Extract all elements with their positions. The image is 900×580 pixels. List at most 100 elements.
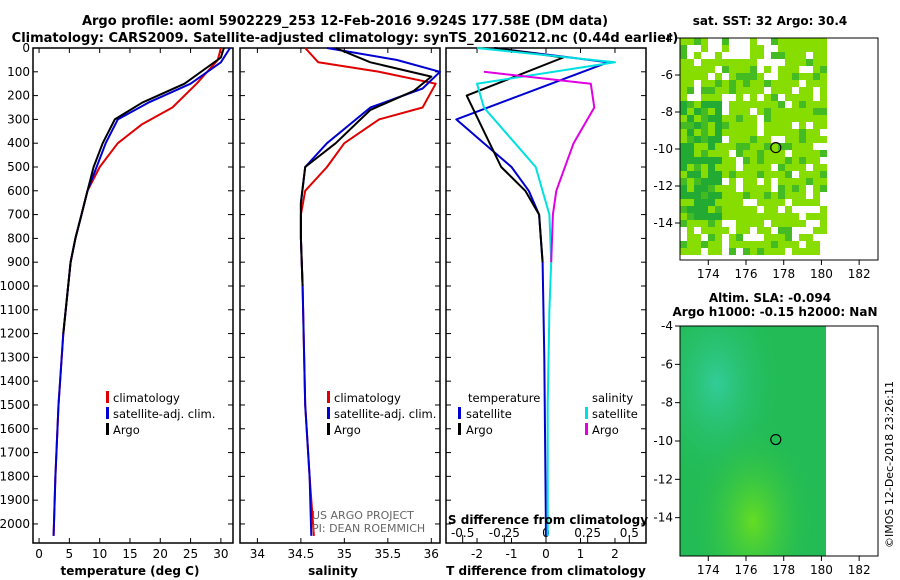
sst-cell bbox=[680, 220, 687, 227]
sst-cell bbox=[694, 164, 701, 171]
sst-cell bbox=[757, 136, 764, 143]
sst-cell bbox=[687, 199, 694, 206]
sst-cell bbox=[806, 94, 813, 101]
sst-cell bbox=[694, 248, 701, 255]
sst-cell bbox=[687, 136, 694, 143]
sst-cell bbox=[694, 192, 701, 199]
sst-cell bbox=[750, 52, 757, 59]
sst-cell bbox=[771, 234, 778, 241]
lat-tick-label: -4 bbox=[661, 319, 673, 333]
sst-cell bbox=[764, 157, 771, 164]
sst-cell bbox=[778, 234, 785, 241]
sst-cell bbox=[792, 108, 799, 115]
sst-cell bbox=[715, 157, 722, 164]
sst-cell bbox=[729, 213, 736, 220]
sst-cell bbox=[715, 199, 722, 206]
credit-line2: PI: DEAN ROEMMICH bbox=[312, 522, 425, 535]
sst-cell bbox=[736, 108, 743, 115]
sst-cell bbox=[743, 136, 750, 143]
sst-cell bbox=[743, 129, 750, 136]
sst-cell bbox=[715, 192, 722, 199]
sst-cell bbox=[680, 199, 687, 206]
sst-cell bbox=[813, 122, 820, 129]
depth-axis: 0 100 200 300 400 500 600 700 800 900 1000 1100 1200… bbox=[0, 41, 233, 531]
sst-cell bbox=[680, 59, 687, 66]
sst-cell bbox=[722, 129, 729, 136]
sla-map-panel: Altim. SLA: -0.094 Argo h1000: -0.15 h20… bbox=[653, 291, 879, 577]
sst-cell bbox=[694, 171, 701, 178]
temperature-xlabel: temperature (deg C) bbox=[61, 564, 200, 578]
sst-cell bbox=[736, 220, 743, 227]
sst-cell bbox=[729, 73, 736, 80]
depth-tick-label: 300 bbox=[7, 112, 30, 126]
sst-cell bbox=[792, 38, 799, 45]
sst-cell bbox=[736, 59, 743, 66]
sst-cell bbox=[729, 115, 736, 122]
sst-cell bbox=[799, 164, 806, 171]
x-tick-label: 2 bbox=[611, 547, 619, 561]
sst-cell bbox=[820, 185, 827, 192]
sst-cell bbox=[701, 129, 708, 136]
sst-cell bbox=[806, 234, 813, 241]
sst-cell bbox=[820, 59, 827, 66]
x-tick-label: 0 bbox=[35, 547, 43, 561]
sst-cell bbox=[729, 248, 736, 255]
depth-tick-label: 200 bbox=[7, 89, 30, 103]
sst-cell bbox=[743, 59, 750, 66]
diff-legend-t-argo-swatch bbox=[458, 423, 461, 435]
sst-cell bbox=[736, 122, 743, 129]
sst-cell bbox=[792, 59, 799, 66]
sst-cell bbox=[813, 129, 820, 136]
sst-cell bbox=[799, 87, 806, 94]
sst-cell bbox=[715, 108, 722, 115]
sst-cell bbox=[792, 157, 799, 164]
sst-cell bbox=[757, 192, 764, 199]
lat-tick-label: -10 bbox=[653, 142, 673, 156]
sst-cell bbox=[820, 213, 827, 220]
s-tick-label: 0.5 bbox=[620, 526, 639, 540]
s-tick-label: -0.25 bbox=[489, 526, 520, 540]
sst-cell bbox=[722, 143, 729, 150]
sst-cell bbox=[750, 213, 757, 220]
sst-cell bbox=[729, 206, 736, 213]
sst-cell bbox=[778, 87, 785, 94]
sst-cell bbox=[785, 164, 792, 171]
sst-cell bbox=[715, 52, 722, 59]
sst-cell bbox=[680, 80, 687, 87]
sst-cell bbox=[785, 73, 792, 80]
sst-cell bbox=[785, 192, 792, 199]
sst-cell bbox=[736, 94, 743, 101]
sst-cell bbox=[750, 241, 757, 248]
sst-cell bbox=[708, 66, 715, 73]
sst-cell bbox=[792, 199, 799, 206]
sst-cell bbox=[729, 108, 736, 115]
sst-cell bbox=[806, 136, 813, 143]
sst-cell bbox=[729, 157, 736, 164]
sst-cell bbox=[701, 59, 708, 66]
sst-cell bbox=[820, 87, 827, 94]
sst-cell bbox=[764, 164, 771, 171]
sst-cell bbox=[750, 101, 757, 108]
sst-cell bbox=[708, 80, 715, 87]
sla-map-title-line2: Argo h1000: -0.15 h2000: NaN bbox=[672, 305, 877, 319]
sst-cell bbox=[799, 73, 806, 80]
sst-cell bbox=[785, 80, 792, 87]
legend-climatology-label: climatology bbox=[113, 391, 180, 405]
sst-cell bbox=[778, 220, 785, 227]
sst-cell bbox=[778, 199, 785, 206]
sst-cell bbox=[687, 87, 694, 94]
sst-cell bbox=[715, 248, 722, 255]
sst-cell bbox=[694, 122, 701, 129]
sst-cell bbox=[743, 185, 750, 192]
sst-cell bbox=[743, 227, 750, 234]
sst-cell bbox=[764, 234, 771, 241]
sst-cell bbox=[757, 101, 764, 108]
sst-cell bbox=[792, 241, 799, 248]
sst-cell bbox=[680, 101, 687, 108]
sst-cell bbox=[687, 115, 694, 122]
sst-cell bbox=[729, 59, 736, 66]
sst-cell bbox=[715, 101, 722, 108]
sst-cell bbox=[750, 136, 757, 143]
sst-cell bbox=[813, 59, 820, 66]
sst-cell bbox=[694, 199, 701, 206]
